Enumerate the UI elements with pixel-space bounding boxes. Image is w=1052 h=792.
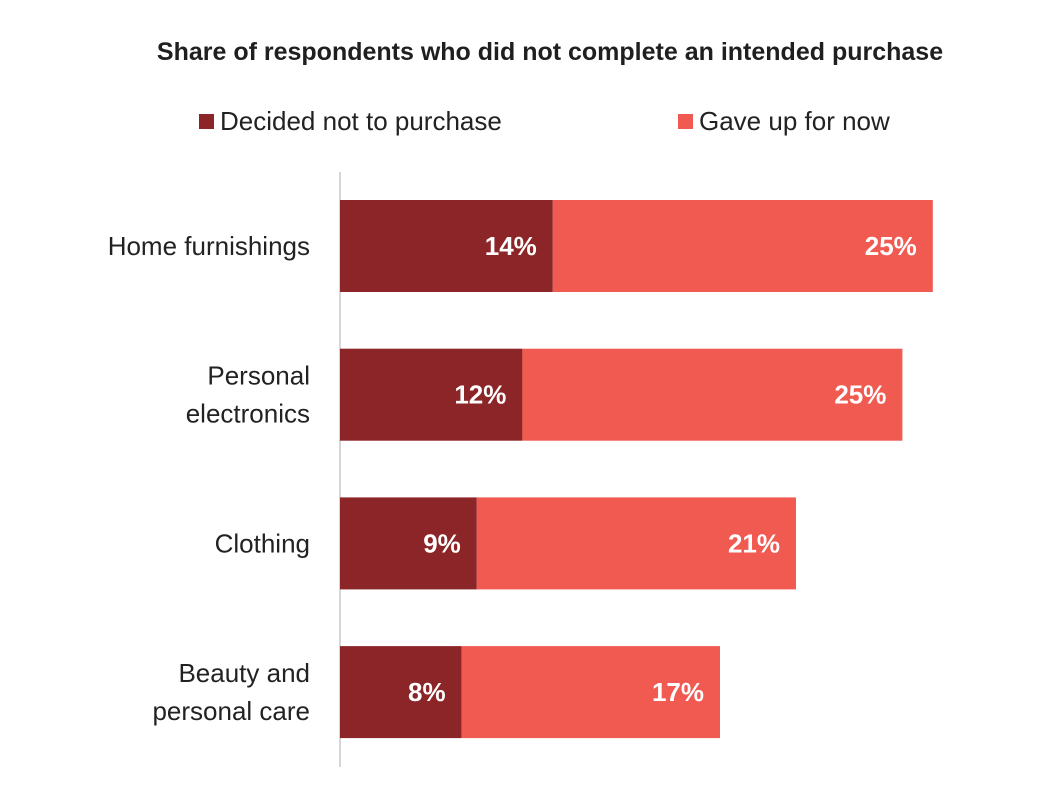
data-label: 8%: [408, 677, 446, 707]
category-label: Beauty and: [178, 658, 310, 688]
bar-segment: [340, 348, 523, 441]
category-label: personal care: [152, 696, 310, 726]
bar-segment: [340, 497, 477, 590]
bar-segment: [522, 348, 903, 441]
legend-label-gave-up-for-now: Gave up for now: [699, 105, 890, 136]
legend-item-decided-not-to-purchase: Decided not to purchase: [199, 104, 502, 138]
category-label: Clothing: [215, 528, 310, 558]
data-label: 12%: [454, 380, 506, 410]
legend-swatch-gave-up-for-now: [678, 113, 693, 129]
legend-label-decided-not-to-purchase: Decided not to purchase: [220, 105, 502, 136]
bar-segment: [476, 497, 796, 590]
data-label: 25%: [865, 231, 917, 261]
data-label: 21%: [728, 528, 780, 558]
data-label: 17%: [652, 677, 704, 707]
legend-item-gave-up-for-now: Gave up for now: [678, 104, 890, 138]
legend-swatch-decided-not-to-purchase: [199, 113, 214, 129]
bar-segment: [552, 200, 933, 292]
bar-segment: [461, 646, 720, 739]
category-label: Personal: [207, 361, 310, 391]
data-label: 14%: [485, 231, 537, 261]
data-label: 9%: [423, 528, 461, 558]
data-label: 25%: [834, 380, 886, 410]
category-label: electronics: [186, 399, 310, 429]
bar-segment: [340, 646, 462, 739]
category-label: Home furnishings: [108, 231, 310, 261]
chart-title: Share of respondents who did not complet…: [156, 38, 944, 66]
legend: Decided not to purchase Gave up for now: [0, 104, 1052, 138]
bar-segment: [340, 200, 553, 292]
